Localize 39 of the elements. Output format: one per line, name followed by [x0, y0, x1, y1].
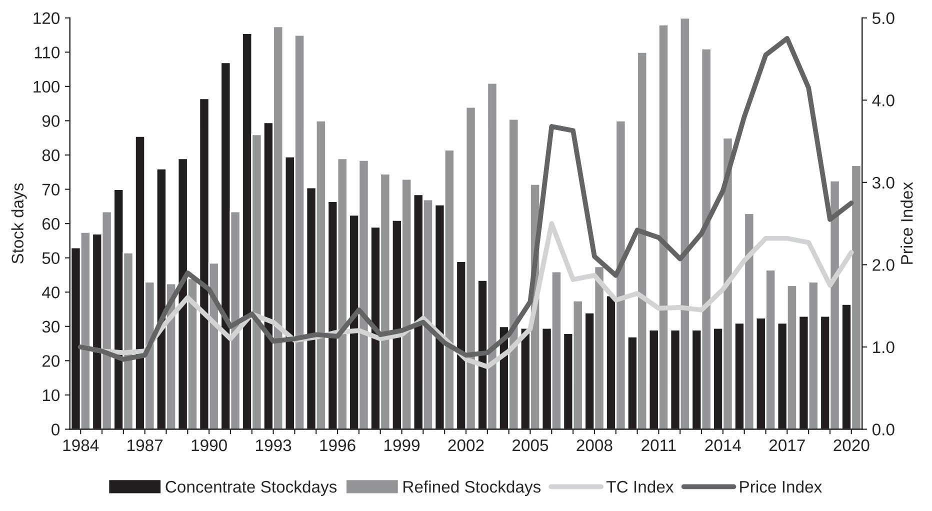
x-tick-label: 1999 [384, 439, 420, 452]
y-axis-title: Stock days [11, 183, 27, 264]
y-tick-label: 80 [42, 149, 60, 162]
x-tick-label: 2020 [834, 439, 870, 452]
x-tick-label: 1996 [320, 439, 356, 452]
x-tick-label: 2008 [576, 439, 612, 452]
x-tick-label: 2014 [705, 439, 741, 452]
y-tick-label: 90 [42, 115, 60, 127]
y-tick-label: 100 [34, 80, 60, 93]
y-tick-label: 10 [42, 389, 60, 402]
legend-label: TC Index [606, 480, 674, 493]
x-tick-label: 2005 [512, 439, 548, 452]
y-tick-label: 0 [52, 424, 60, 436]
y-tick-label: 50 [42, 252, 60, 264]
x-tick-label: 1984 [63, 439, 99, 452]
line-series [78, 36, 854, 362]
x-tick-label: 1987 [128, 439, 163, 452]
y-tick-label: 30 [42, 320, 60, 333]
y-tick-label: 20 [42, 355, 60, 367]
y-tick-label: 60 [42, 218, 60, 230]
legend-label: Price Index [740, 480, 822, 493]
y2-tick-label: 1.0 [873, 341, 894, 354]
y2-tick-label: 5.0 [872, 12, 894, 24]
y-tick-label: 110 [34, 46, 60, 58]
legend-label: Concentrate Stockdays [166, 480, 337, 496]
y2-tick-label: 4.0 [872, 94, 894, 106]
x-tick-label: 2002 [448, 439, 484, 452]
y-tick-label: 120 [34, 12, 60, 24]
y2-tick-label: 0.0 [872, 424, 894, 436]
x-tick-label: 1993 [256, 439, 292, 452]
legend-label: Refined Stockdays [404, 480, 541, 496]
y-tick-label: 40 [42, 286, 60, 298]
y2-tick-label: 3.0 [872, 176, 894, 189]
y2-axis-title: Price Index [900, 182, 913, 264]
x-tick-label: 2017 [769, 439, 805, 452]
x-tick-label: 1990 [192, 439, 227, 452]
y2-tick-label: 2.0 [872, 259, 894, 271]
y-tick-label: 70 [42, 184, 60, 196]
x-tick-label: 2011 [642, 439, 676, 452]
